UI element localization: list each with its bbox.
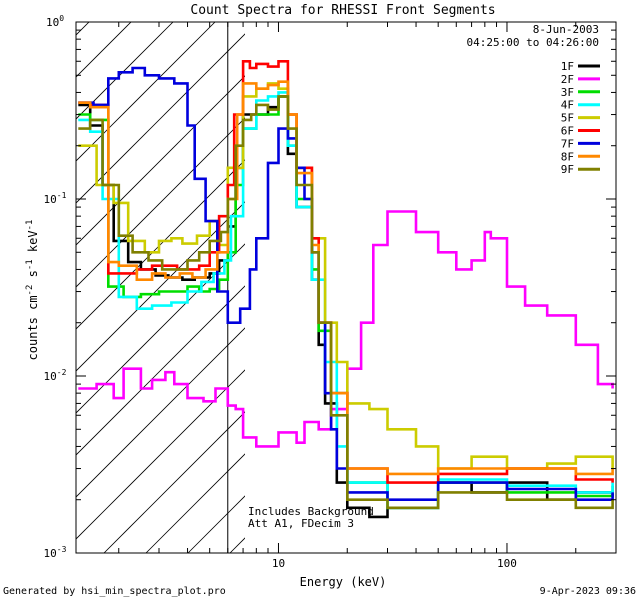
legend-label-5F: 5F xyxy=(561,112,574,125)
hatch-line xyxy=(76,201,245,372)
y-axis-label: counts cm-2 s-1 keV-1 xyxy=(25,220,40,361)
hatch-line xyxy=(76,327,245,498)
x-tick-label: 10 xyxy=(272,557,285,570)
y-tick-label: 10-3 xyxy=(44,545,67,560)
legend-label-1F: 1F xyxy=(561,60,574,73)
hatch-line xyxy=(103,411,245,553)
chart-title: Count Spectra for RHESSI Front Segments xyxy=(190,3,495,18)
x-axis: 10 100 xyxy=(118,22,617,570)
legend-label-6F: 6F xyxy=(561,125,574,138)
x-axis-label: Energy (keV) xyxy=(300,575,387,589)
series-9F xyxy=(78,95,614,510)
hatch-line xyxy=(76,22,90,36)
series-8F xyxy=(78,80,614,476)
legend-label-7F: 7F xyxy=(561,137,574,150)
hatch-line xyxy=(76,22,216,162)
series-layer xyxy=(78,60,614,519)
hatch-line xyxy=(76,369,245,540)
y-tick-label: 10-1 xyxy=(44,191,67,206)
footer-generated-by: Generated by hsi_min_spectra_plot.pro xyxy=(3,586,226,597)
hatch-line xyxy=(272,0,640,553)
y-axis: 100 10-1 10-2 10-3 xyxy=(44,14,616,560)
legend-label-9F: 9F xyxy=(561,163,574,176)
legend-label-3F: 3F xyxy=(561,86,574,99)
plot-frame xyxy=(75,21,617,554)
series-2F xyxy=(78,210,614,448)
legend-label-4F: 4F xyxy=(561,99,574,112)
y-tick-label: 10-2 xyxy=(44,368,67,383)
y-tick-label: 100 xyxy=(46,14,64,29)
legend-label-2F: 2F xyxy=(561,73,574,86)
footer-date: 9-Apr-2023 09:36 xyxy=(540,586,636,597)
series-6F xyxy=(78,60,614,484)
hatch-line xyxy=(76,75,245,246)
note-background: Includes Background xyxy=(248,505,374,518)
time-range-label: 04:25:00 to 04:26:00 xyxy=(467,36,599,49)
hatch-line xyxy=(145,453,245,553)
legend-label-8F: 8F xyxy=(561,150,574,163)
series-7F xyxy=(78,66,614,501)
hatch-line xyxy=(229,537,245,553)
series-4F xyxy=(78,91,614,510)
note-attenuator: Att A1, FDecim 3 xyxy=(248,517,354,530)
hatch-line xyxy=(76,33,245,204)
date-label: 8-Jun-2003 xyxy=(533,23,599,36)
x-tick-label: 100 xyxy=(497,557,517,570)
hatch-line xyxy=(76,117,245,288)
